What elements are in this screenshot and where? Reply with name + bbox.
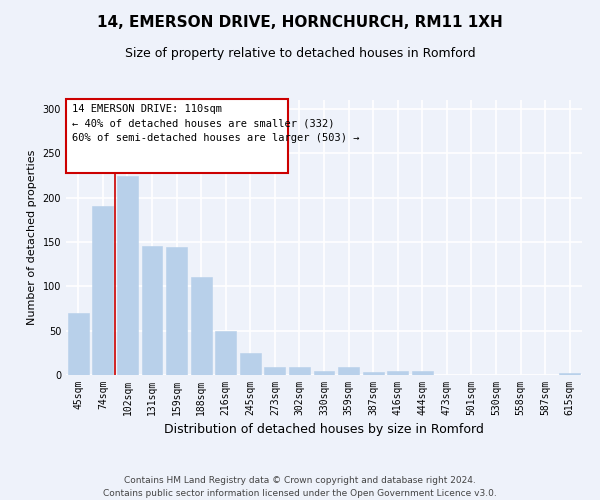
Bar	[559, 373, 580, 375]
FancyBboxPatch shape	[66, 98, 288, 173]
Bar	[412, 372, 433, 375]
Bar	[338, 367, 359, 375]
Bar	[240, 353, 261, 375]
Bar	[362, 372, 383, 375]
Bar	[314, 370, 334, 375]
Text: Size of property relative to detached houses in Romford: Size of property relative to detached ho…	[125, 48, 475, 60]
Bar	[92, 206, 113, 375]
Bar	[166, 248, 187, 375]
Bar	[117, 176, 138, 375]
Bar	[265, 367, 286, 375]
X-axis label: Distribution of detached houses by size in Romford: Distribution of detached houses by size …	[164, 424, 484, 436]
Bar	[387, 370, 408, 375]
Bar	[191, 276, 212, 375]
Y-axis label: Number of detached properties: Number of detached properties	[27, 150, 37, 325]
Bar	[142, 246, 163, 375]
Text: 14 EMERSON DRIVE: 110sqm
← 40% of detached houses are smaller (332)
60% of semi-: 14 EMERSON DRIVE: 110sqm ← 40% of detach…	[72, 104, 359, 143]
Bar	[289, 367, 310, 375]
Text: Contains HM Land Registry data © Crown copyright and database right 2024.
Contai: Contains HM Land Registry data © Crown c…	[103, 476, 497, 498]
Text: 14, EMERSON DRIVE, HORNCHURCH, RM11 1XH: 14, EMERSON DRIVE, HORNCHURCH, RM11 1XH	[97, 15, 503, 30]
Bar	[68, 313, 89, 375]
Bar	[215, 330, 236, 375]
